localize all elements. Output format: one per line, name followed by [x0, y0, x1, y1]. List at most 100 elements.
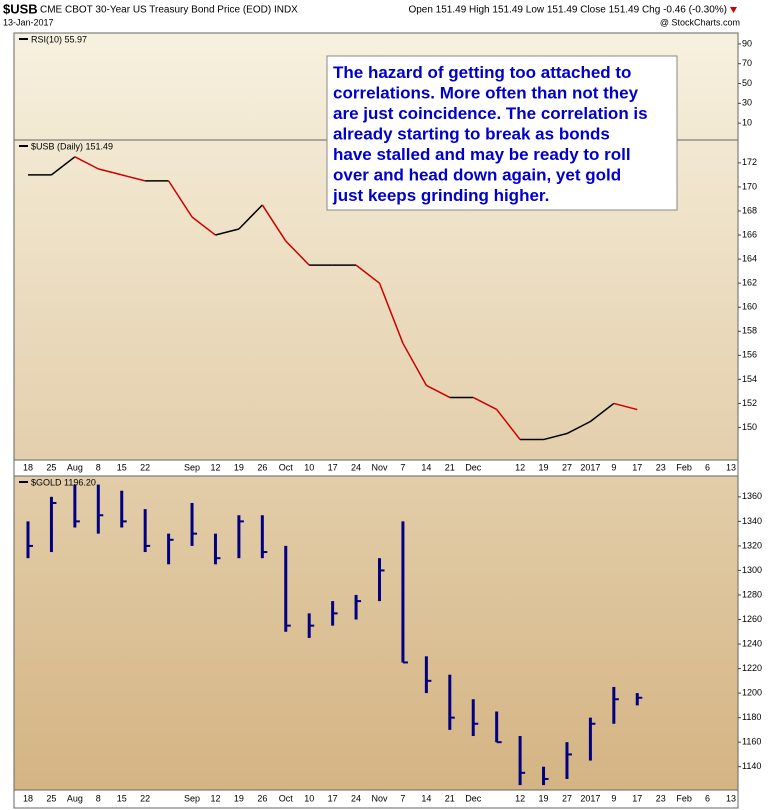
x-tick-label: 13	[726, 462, 736, 472]
x-tick-label: 19	[234, 793, 244, 803]
y-tick-label: 1320	[742, 540, 762, 550]
price-segment	[472, 396, 498, 411]
x-tick-label: 12	[515, 462, 525, 472]
y-tick-label: 90	[742, 38, 752, 48]
annotation-line: The hazard of getting too attached to	[333, 63, 631, 82]
x-tick-label: 27	[562, 793, 572, 803]
y-tick-label: 1160	[742, 737, 761, 747]
x-tick-label: 8	[96, 462, 101, 472]
y-tick-label: 1360	[742, 491, 762, 501]
y-tick-label: 30	[742, 98, 752, 108]
price-segment	[566, 420, 591, 435]
y-tick-label: 1140	[742, 761, 761, 771]
date: 13-Jan-2017	[3, 17, 54, 27]
price-segment	[589, 402, 615, 423]
x-tick-label: 22	[140, 462, 150, 472]
x-tick-label: 7	[400, 462, 405, 472]
x-tick-label: 10	[304, 462, 314, 472]
price-segment	[543, 432, 568, 441]
y-tick-label: 150	[742, 422, 757, 432]
x-tick-label: 21	[445, 462, 455, 472]
price-segment	[378, 282, 404, 344]
x-tick-label: 24	[351, 462, 361, 472]
x-tick-label: 23	[656, 793, 666, 803]
x-tick-label: 24	[351, 793, 361, 803]
legend: RSI(10) 55.97	[31, 34, 87, 44]
legend: $USB (Daily) 151.49	[31, 141, 113, 151]
x-tick-label: 2017	[580, 793, 600, 803]
price-segment	[261, 204, 287, 242]
x-tick-label: Aug	[67, 793, 83, 803]
x-tick-label: Dec	[465, 462, 482, 472]
x-tick-label: 26	[257, 462, 267, 472]
x-tick-label: 9	[611, 462, 616, 472]
price-segment	[355, 264, 380, 284]
legend-key	[19, 38, 28, 40]
x-tick-label: 14	[421, 462, 431, 472]
y-tick-label: 1260	[742, 614, 762, 624]
x-tick-label: 19	[234, 462, 244, 472]
price-segment	[496, 409, 521, 441]
price-segment	[98, 168, 122, 176]
x-tick-label: 6	[705, 462, 710, 472]
y-tick-label: 1180	[742, 712, 761, 722]
x-tick-label: Sep	[184, 462, 200, 472]
price-segment	[285, 240, 310, 266]
y-tick-label: 152	[742, 398, 757, 408]
y-tick-label: 164	[742, 253, 757, 263]
annotation-line: already starting to break as bonds	[333, 125, 610, 144]
y-tick-label: 1340	[742, 516, 762, 526]
source: @ StockCharts.com	[660, 17, 740, 27]
price-segment	[238, 204, 263, 230]
x-tick-label: 19	[539, 462, 549, 472]
price-segment	[613, 402, 638, 411]
x-tick-label: 17	[632, 793, 642, 803]
y-tick-label: 166	[742, 229, 757, 239]
x-tick-label: Feb	[676, 462, 692, 472]
x-tick-label: 14	[421, 793, 431, 803]
y-tick-label: 172	[742, 157, 757, 167]
y-tick-label: 162	[742, 278, 757, 288]
legend-key	[19, 145, 28, 147]
x-tick-label: 13	[726, 793, 736, 803]
x-tick-label: 22	[140, 793, 150, 803]
x-tick-label: 27	[562, 462, 572, 472]
y-tick-label: 168	[742, 205, 757, 215]
x-tick-label: 18	[23, 793, 33, 803]
y-tick-label: 160	[742, 302, 757, 312]
down-arrow	[730, 7, 737, 13]
price-segment	[167, 180, 193, 218]
x-tick-label: 25	[46, 462, 56, 472]
title: CME CBOT 30-Year US Treasury Bond Price …	[40, 5, 298, 16]
y-tick-label: 158	[742, 326, 757, 336]
annotation-line: have stalled and may be ready to roll	[333, 145, 631, 164]
x-tick-label: 9	[611, 793, 616, 803]
y-tick-label: 1300	[742, 565, 762, 575]
x-tick-label: 17	[328, 793, 338, 803]
x-tick-label: 17	[328, 462, 338, 472]
y-tick-label: 70	[742, 58, 752, 68]
x-tick-label: 10	[304, 793, 314, 803]
annotation-line: are just coincidence. The correlation is	[333, 104, 648, 123]
y-tick-label: 1200	[742, 687, 762, 697]
price-segment	[426, 384, 451, 399]
x-tick-label: 21	[445, 793, 455, 803]
x-tick-label: Nov	[371, 793, 388, 803]
y-tick-label: 1280	[742, 589, 762, 599]
x-tick-label: Feb	[676, 793, 692, 803]
x-tick-label: Oct	[279, 462, 294, 472]
x-tick-label: Oct	[279, 793, 294, 803]
price-segment	[74, 156, 99, 170]
annotation-line: over and head down again, yet gold	[333, 166, 621, 185]
plots	[26, 156, 643, 786]
price-segment	[402, 342, 428, 386]
x-tick-label: 17	[632, 462, 642, 472]
y-tick-label: 154	[742, 374, 757, 384]
x-tick-label: Nov	[371, 462, 388, 472]
x-tick-label: 19	[539, 793, 549, 803]
x-tick-label: 26	[257, 793, 267, 803]
x-tick-label: 2017	[580, 462, 600, 472]
x-tick-label: 12	[210, 793, 220, 803]
x-tick-label: 12	[210, 462, 220, 472]
